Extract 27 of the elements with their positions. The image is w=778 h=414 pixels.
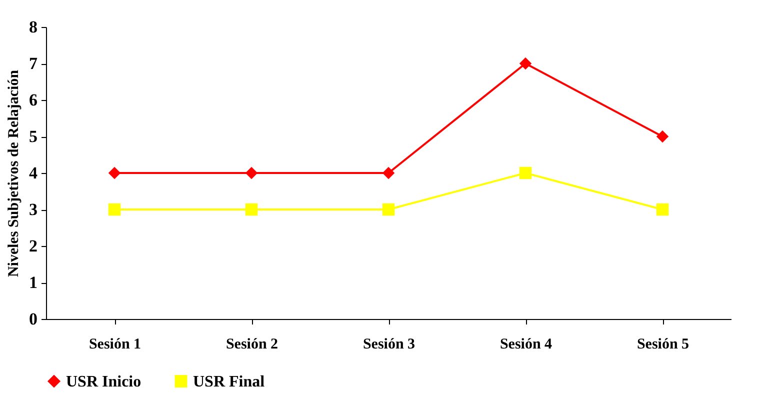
point [108,203,121,216]
legend-label: USR Final [193,373,266,390]
point [245,166,258,180]
point [382,203,395,216]
x-tick-label: Sesión 4 [500,336,553,352]
point [382,166,395,180]
point [519,57,532,70]
y-tick-label: 4 [29,164,38,182]
y-tick-label: 6 [29,90,38,110]
point [108,166,121,180]
y-tick-label: 5 [29,127,38,146]
y-tick-label: 2 [29,236,38,256]
point [519,166,532,180]
point [656,203,669,216]
y-tick-label: 3 [29,200,38,219]
x-tick-label: Sesión 5 [636,336,690,352]
y-tick-label: 7 [29,54,38,73]
x-tick-label: Sesión 1 [88,336,142,352]
y-tick-label: 0 [29,310,38,328]
y-tick-label: 1 [29,273,38,292]
x-tick-label: Sesión 3 [362,336,416,352]
point [656,130,669,143]
y-tick-label: 8 [29,18,38,36]
y-axis-title: Niveles Subjetivos de Relajación [6,69,22,278]
legend-label: USR Inicio [66,373,142,390]
x-tick-label: Sesión 2 [226,336,278,352]
point [245,203,258,216]
